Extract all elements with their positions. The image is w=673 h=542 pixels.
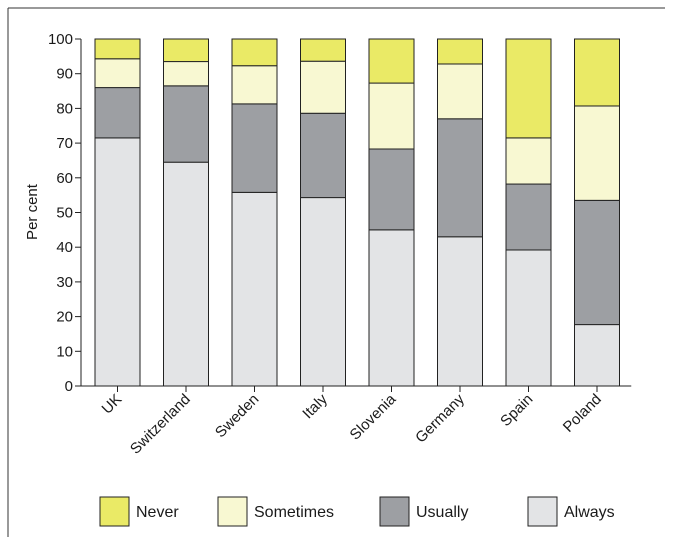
legend-swatch-sometimes [217, 496, 248, 527]
bar-segment-uk-usually [94, 87, 141, 139]
legend-label-never: Never [136, 504, 179, 521]
bar-segment-uk-never [94, 38, 141, 60]
x-tick-label-uk: UK [99, 391, 126, 418]
bar-segment-uk-sometimes [94, 58, 141, 89]
bar-segment-switzerland-usually [163, 85, 209, 163]
bar-segment-spain-always [505, 249, 552, 387]
bar-segment-sweden-usually [231, 103, 278, 193]
bar-segment-spain-sometimes [505, 137, 552, 185]
bar-segment-slovenia-always [368, 229, 415, 387]
x-tick-label-slovenia: Slovenia [347, 390, 400, 443]
legend-item-never: Never [99, 496, 179, 527]
bar-segment-italy-always [300, 197, 346, 387]
legend-label-sometimes: Sometimes [254, 504, 334, 521]
bar-segment-sweden-always [231, 191, 278, 387]
y-tick-label: 100 [48, 31, 73, 48]
bar-segment-spain-never [505, 38, 552, 139]
bar-segment-slovenia-usually [368, 148, 415, 231]
x-tick-label-italy: Italy [299, 390, 331, 422]
bar-segment-spain-usually [505, 183, 552, 251]
x-tick-label-spain: Spain [497, 391, 536, 430]
y-tick-label: 20 [56, 309, 73, 326]
plot-area: 0 10 20 30 40 50 60 70 80 90 100 UK Switzerland Swede… [48, 31, 632, 458]
legend: Never Sometimes Usually Always [99, 496, 615, 527]
legend-swatch-always [527, 496, 558, 527]
bar-segment-slovenia-never [368, 38, 415, 84]
bar-segment-poland-usually [574, 199, 620, 326]
bar-segment-switzerland-never [163, 38, 209, 63]
x-tick-label-poland: Poland [560, 391, 605, 436]
y-tick-label: 50 [56, 205, 73, 222]
legend-label-always: Always [564, 504, 615, 521]
bar-segment-poland-never [574, 38, 620, 107]
bar-segment-germany-usually [437, 118, 483, 238]
y-tick-label: 0 [65, 378, 73, 395]
bar-segment-slovenia-sometimes [368, 82, 415, 150]
bar-segment-germany-sometimes [437, 63, 483, 120]
y-tick-label: 70 [56, 135, 73, 152]
y-tick-label: 10 [56, 343, 73, 360]
legend-swatch-never [99, 496, 130, 527]
bar-segment-germany-always [437, 236, 483, 387]
bar-segment-switzerland-sometimes [163, 61, 209, 87]
y-tick-label: 30 [56, 274, 73, 291]
legend-item-sometimes: Sometimes [217, 496, 334, 527]
y-axis-label: Per cent [24, 183, 41, 240]
y-tick-label: 80 [56, 100, 73, 117]
x-tick-label-germany: Germany [412, 390, 468, 446]
y-tick-label: 40 [56, 239, 73, 256]
bar-segment-poland-sometimes [574, 105, 620, 201]
legend-swatch-usually [379, 496, 410, 527]
bar-segment-sweden-sometimes [231, 65, 278, 105]
x-tick-label-sweden: Sweden [212, 391, 262, 441]
legend-label-usually: Usually [416, 504, 468, 521]
bar-segment-switzerland-always [163, 161, 209, 387]
y-tick-label: 60 [56, 170, 73, 187]
x-tick-label-switzerland: Switzerland [127, 391, 194, 458]
bar-segment-italy-usually [300, 112, 346, 199]
bar-segment-italy-sometimes [300, 60, 346, 114]
bar-segment-italy-never [300, 38, 346, 62]
y-tick-label: 90 [56, 66, 73, 83]
bar-segment-germany-never [437, 38, 483, 65]
bar-segment-uk-always [94, 137, 141, 387]
bar-segment-poland-always [574, 324, 620, 387]
bar-segment-sweden-never [231, 38, 278, 67]
legend-item-always: Always [527, 496, 615, 527]
legend-item-usually: Usually [379, 496, 468, 527]
